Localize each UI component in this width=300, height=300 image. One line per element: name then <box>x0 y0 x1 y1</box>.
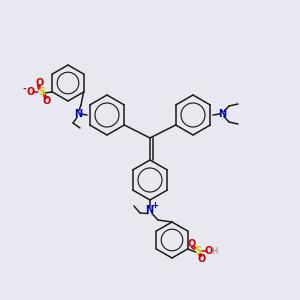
Text: S: S <box>38 87 45 97</box>
Text: O: O <box>188 239 196 249</box>
Text: H: H <box>212 247 218 256</box>
Text: -: - <box>22 85 26 94</box>
Text: S: S <box>194 246 201 256</box>
Text: N: N <box>218 109 226 119</box>
Text: O: O <box>205 246 213 256</box>
Text: O: O <box>197 254 206 264</box>
Text: O: O <box>26 87 34 97</box>
Text: O: O <box>35 78 44 88</box>
Text: N: N <box>74 109 82 119</box>
Text: N: N <box>145 205 153 215</box>
Text: +: + <box>152 202 158 211</box>
Text: O: O <box>42 96 50 106</box>
